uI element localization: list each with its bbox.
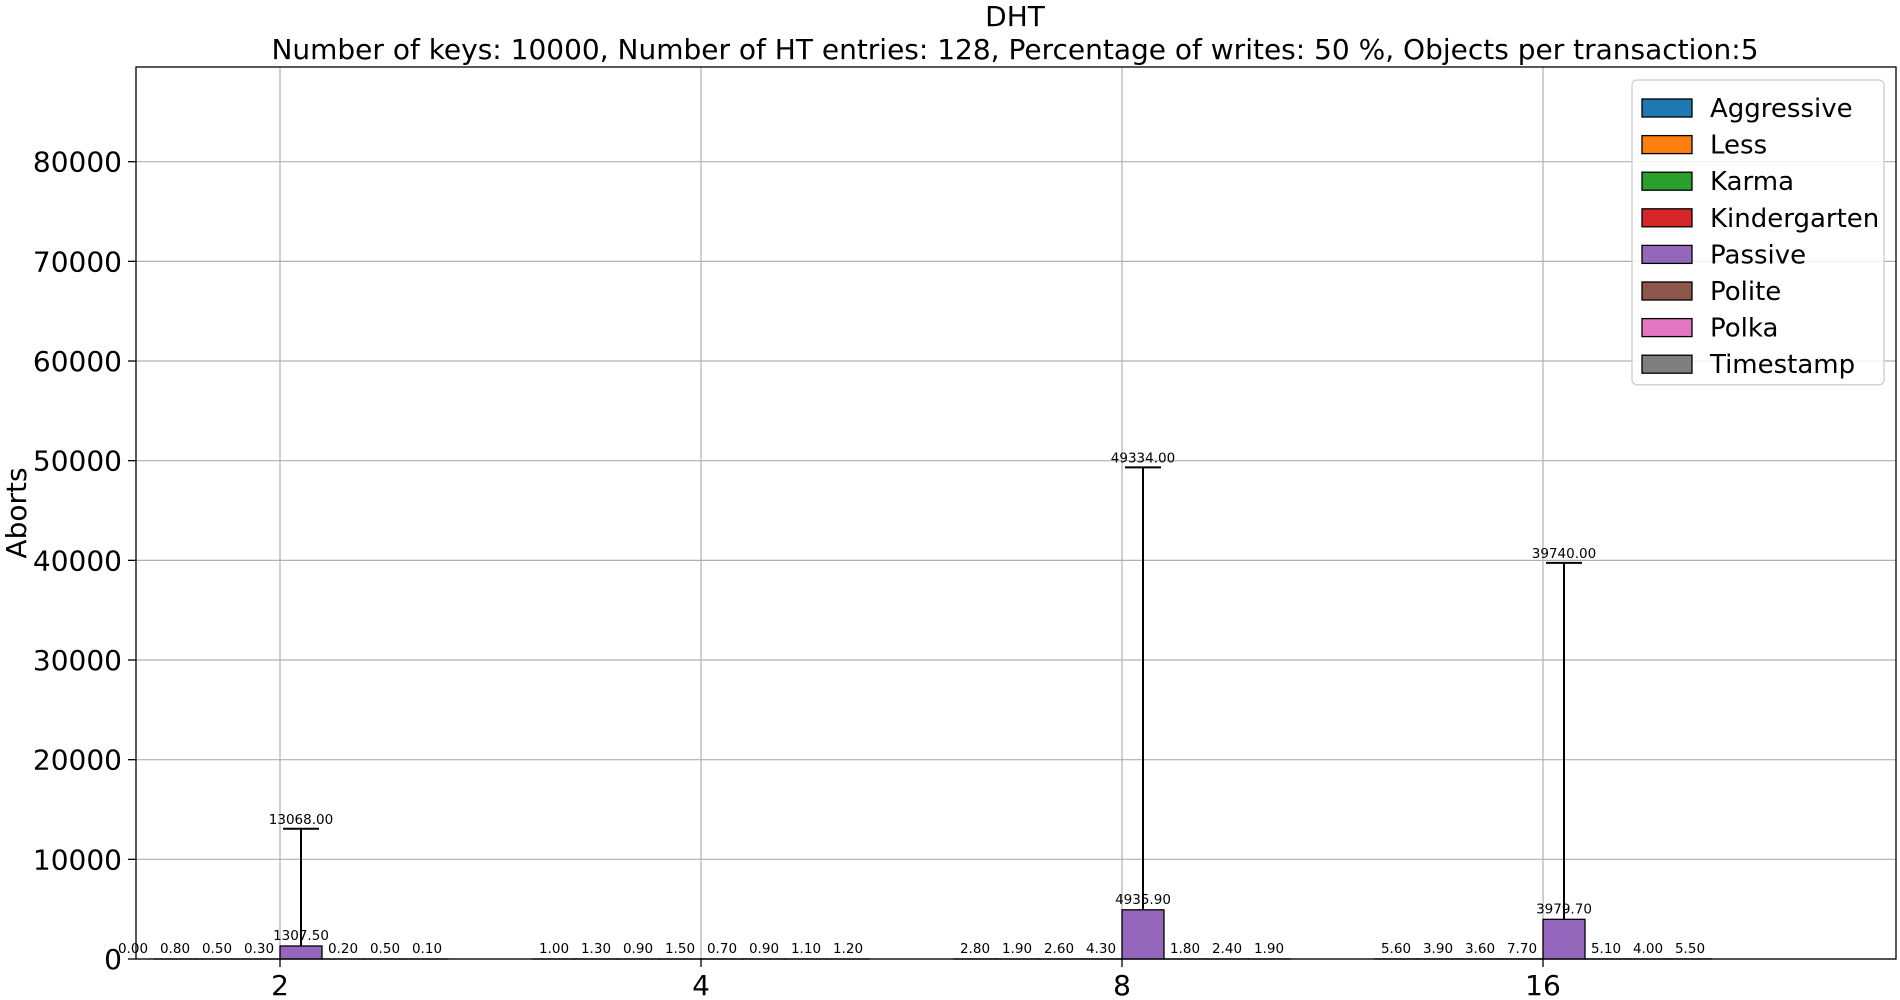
bar-value-label: 4935.90 bbox=[1115, 892, 1171, 908]
bar-value-label: 5.60 bbox=[1381, 941, 1411, 957]
y-tick-label: 20000 bbox=[33, 744, 122, 777]
bar-value-label: 1.20 bbox=[833, 941, 863, 957]
y-tick-label: 0 bbox=[104, 943, 122, 976]
bar-value-label: 7.70 bbox=[1507, 941, 1537, 957]
bar-passive bbox=[279, 945, 323, 960]
bar-passive bbox=[1542, 918, 1586, 960]
error-bar-value-label: 39740.00 bbox=[1532, 546, 1596, 562]
bar-value-label: 0.70 bbox=[707, 941, 737, 957]
y-tick-label: 60000 bbox=[33, 345, 122, 378]
bar-value-label: 3979.70 bbox=[1536, 901, 1592, 917]
bar-value-label: 5.50 bbox=[1675, 941, 1705, 957]
y-tick-label: 30000 bbox=[33, 644, 122, 677]
bar-value-label: 0.50 bbox=[370, 941, 400, 957]
bar-value-label: 0.10 bbox=[412, 941, 442, 957]
y-tick-label: 40000 bbox=[33, 544, 122, 577]
bar-value-label: 1.90 bbox=[1002, 941, 1032, 957]
bar-value-label: 1.50 bbox=[665, 941, 695, 957]
bar-value-label: 0.50 bbox=[202, 941, 232, 957]
x-tick-label: 4 bbox=[692, 969, 710, 1000]
bar-value-label: 0.30 bbox=[244, 941, 274, 957]
bar-value-label: 5.10 bbox=[1591, 941, 1621, 957]
bar-value-label: 2.40 bbox=[1212, 941, 1242, 957]
legend-swatch-less bbox=[1641, 134, 1693, 155]
bar-value-label: 1.10 bbox=[791, 941, 821, 957]
legend-label-karma: Karma bbox=[1710, 167, 1794, 197]
bar-value-label: 1307.50 bbox=[273, 928, 329, 944]
x-tick-label: 8 bbox=[1113, 969, 1131, 1000]
legend-label-passive: Passive bbox=[1710, 240, 1806, 270]
legend-label-polite: Polite bbox=[1710, 277, 1781, 307]
grid-lines bbox=[136, 67, 1896, 960]
bar-passive bbox=[1121, 909, 1165, 960]
chart-title: DHT bbox=[985, 0, 1046, 33]
bar-value-label: 4.30 bbox=[1086, 941, 1116, 957]
y-tick-label: 80000 bbox=[33, 146, 122, 179]
x-tick-label: 16 bbox=[1525, 969, 1561, 1000]
y-tick-label: 70000 bbox=[33, 245, 122, 278]
legend-swatch-aggressive bbox=[1641, 98, 1693, 118]
bar-value-label: 1.80 bbox=[1170, 941, 1200, 957]
chart-subtitle: Number of keys: 10000, Number of HT entr… bbox=[271, 33, 1758, 66]
legend-swatch-kindergarten bbox=[1641, 208, 1693, 228]
legend-label-less: Less bbox=[1710, 131, 1767, 161]
bar-value-label: 4.00 bbox=[1633, 941, 1663, 957]
legend-label-polka: Polka bbox=[1710, 314, 1778, 344]
legend-swatch-timestamp bbox=[1641, 354, 1693, 374]
bar-value-label: 2.80 bbox=[960, 941, 990, 957]
bar-value-label: 0.00 bbox=[118, 941, 148, 957]
error-bar-value-label: 49334.00 bbox=[1111, 450, 1175, 466]
y-tick-label: 10000 bbox=[33, 843, 122, 876]
bar-value-label: 0.80 bbox=[160, 941, 190, 957]
bar-value-label: 2.60 bbox=[1044, 941, 1074, 957]
legend-box bbox=[1631, 79, 1885, 386]
bar-value-label: 3.60 bbox=[1465, 941, 1495, 957]
bar-value-label: 1.90 bbox=[1254, 941, 1284, 957]
legend-swatch-passive bbox=[1641, 244, 1693, 265]
y-axis-label: Aborts bbox=[0, 467, 33, 558]
bar-value-label: 3.90 bbox=[1423, 941, 1453, 957]
bar-value-label: 1.30 bbox=[581, 941, 611, 957]
legend-label-kindergarten: Kindergarten bbox=[1710, 204, 1879, 234]
legend: Aggressive Less Karma Kindergarten Passive Po… bbox=[1631, 79, 1885, 386]
legend-label-timestamp: Timestamp bbox=[1709, 350, 1855, 380]
plot-area-frame bbox=[135, 66, 1897, 960]
legend-swatch-karma bbox=[1641, 171, 1693, 191]
x-tick-label: 2 bbox=[271, 969, 289, 1000]
bar-value-label: 0.20 bbox=[328, 941, 358, 957]
bar-value-labels: 0.00 1.00 2.80 5.60 0.80 1.30 1.90 3.90 0.50 0.90… bbox=[118, 450, 1705, 957]
error-bars bbox=[283, 466, 1582, 946]
bar-value-label: 1.00 bbox=[539, 941, 569, 957]
error-bar-value-label: 13068.00 bbox=[269, 812, 333, 828]
legend-label-aggressive: Aggressive bbox=[1710, 94, 1853, 124]
bar-value-label: 0.90 bbox=[749, 941, 779, 957]
axes: 0 10000 20000 30000 40000 50000 60000 70000 8000… bbox=[33, 146, 1561, 1000]
y-tick-label: 50000 bbox=[33, 445, 122, 478]
bar-value-label: 0.90 bbox=[623, 941, 653, 957]
legend-swatch-polka bbox=[1641, 317, 1693, 338]
legend-swatch-polite bbox=[1641, 281, 1693, 301]
